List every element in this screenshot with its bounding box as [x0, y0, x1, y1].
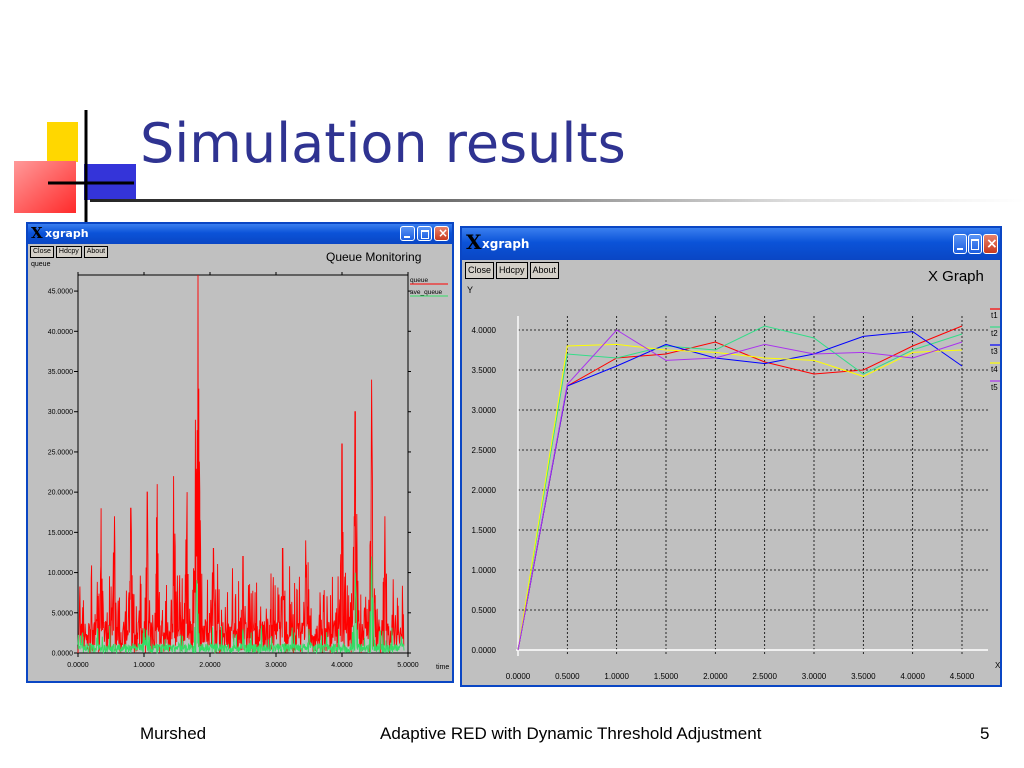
legend-label-t1: t1 — [991, 311, 998, 320]
footer-author: Murshed — [140, 724, 207, 743]
hardcopy-button[interactable]: Hdcpy — [496, 262, 528, 279]
y-tick-label: 5.0000 — [52, 610, 74, 617]
y-tick-label: 3.5000 — [472, 366, 497, 375]
about-button[interactable]: About — [83, 246, 109, 258]
y-tick-label: 45.0000 — [48, 289, 73, 296]
xgraph-logo-icon: X — [466, 230, 482, 254]
y-tick-label: 0.0000 — [472, 646, 497, 655]
close-window-button[interactable]: × — [434, 226, 449, 241]
close-window-button[interactable]: × — [983, 234, 998, 254]
deco-yellow-square — [47, 122, 78, 162]
x-tick-label: 0.0000 — [67, 662, 89, 669]
series-line-t2 — [517, 325, 963, 651]
x-tick-label: 2.0000 — [703, 672, 728, 681]
left-plot-title: Queue Monitoring — [326, 250, 422, 264]
series-line-t3 — [517, 331, 963, 651]
queue-monitoring-window[interactable]: X xgraph × Close Hdcpy About queue Queue… — [26, 222, 454, 683]
page-number: 5 — [980, 724, 990, 743]
y-tick-label: 2.0000 — [472, 486, 497, 495]
right-plot-title: X Graph — [928, 268, 984, 285]
y-tick-label: 0.0000 — [52, 651, 74, 658]
series-line-t4 — [517, 343, 963, 651]
queue-monitoring-chart: 0.0000 5.0000 10.0000 15.0000 20.0000 25.0000… — [48, 272, 449, 671]
x-axis-name: X — [995, 661, 1000, 670]
x-tick-label: 0.0000 — [506, 672, 531, 681]
right-y-axis-name: Y — [467, 285, 474, 295]
x-tick-label: 5.0000 — [397, 662, 419, 669]
left-window-titlebar[interactable]: X xgraph × — [28, 224, 452, 244]
legend-label-queue: queue — [410, 277, 428, 284]
x-tick-label: 1.0000 — [133, 662, 155, 669]
series-line-t1 — [517, 325, 963, 651]
left-window-title: xgraph — [45, 227, 89, 240]
y-tick-label: 10.0000 — [48, 570, 73, 577]
right-toolbar: Close Hdcpy About — [465, 262, 560, 279]
slide-title: Simulation results — [140, 112, 626, 175]
hardcopy-button[interactable]: Hdcpy — [55, 246, 82, 258]
maximize-button[interactable] — [968, 234, 982, 254]
x-graph-window[interactable]: X xgraph × Close Hdcpy About Y X Graph 0… — [460, 226, 1002, 687]
x-tick-label: 1.5000 — [654, 672, 679, 681]
x-tick-label: 1.0000 — [604, 672, 629, 681]
y-tick-label: 3.0000 — [472, 406, 497, 415]
y-tick-label: 4.0000 — [472, 326, 497, 335]
deco-red-square — [14, 161, 76, 213]
close-button[interactable]: Close — [30, 246, 54, 258]
y-tick-label: 2.5000 — [472, 446, 497, 455]
y-tick-label: 35.0000 — [48, 369, 73, 376]
legend-label-t4: t4 — [991, 365, 998, 374]
close-icon: × — [986, 236, 998, 252]
x-axis-name: time — [436, 664, 449, 671]
slide-decoration — [14, 110, 136, 225]
minimize-button[interactable] — [400, 226, 415, 241]
y-tick-label: 15.0000 — [48, 530, 73, 537]
close-button[interactable]: Close — [465, 262, 495, 279]
left-y-axis-name: queue — [31, 261, 51, 268]
legend-label-t3: t3 — [991, 347, 998, 356]
xgraph-logo-icon: X — [31, 224, 43, 242]
legend-label-ave_queue: ave_queue — [410, 289, 443, 296]
series-line-queue — [77, 274, 405, 654]
x-tick-label: 2.5000 — [752, 672, 777, 681]
about-button[interactable]: About — [529, 262, 560, 279]
x-tick-label: 4.0000 — [331, 662, 353, 669]
series-line-ave-queue — [77, 556, 405, 655]
y-tick-label: 20.0000 — [48, 490, 73, 497]
maximize-button[interactable] — [417, 226, 432, 241]
legend-label-t2: t2 — [991, 329, 998, 338]
legend-label-t5: t5 — [991, 383, 998, 392]
plot-frame — [77, 274, 409, 654]
x-tick-label: 3.0000 — [265, 662, 287, 669]
x-tick-label: 0.5000 — [555, 672, 580, 681]
x-tick-label: 4.5000 — [950, 672, 975, 681]
x-tick-label: 4.0000 — [900, 672, 925, 681]
right-window-titlebar[interactable]: X xgraph × — [462, 228, 1000, 260]
minimize-button[interactable] — [953, 234, 967, 254]
y-tick-label: 30.0000 — [48, 409, 73, 416]
footer-topic: Adaptive RED with Dynamic Threshold Adju… — [380, 724, 762, 743]
x-tick-label: 3.0000 — [802, 672, 827, 681]
title-divider — [90, 199, 1024, 202]
y-tick-label: 0.5000 — [472, 606, 497, 615]
y-tick-label: 40.0000 — [48, 329, 73, 336]
y-tick-label: 1.5000 — [472, 526, 497, 535]
right-window-title: xgraph — [482, 237, 530, 251]
x-graph-chart: 0.0000 0.5000 1.0000 1.5000 2.0000 2.5000 3.00… — [472, 308, 1000, 681]
x-tick-label: 2.0000 — [199, 662, 221, 669]
series-line-t5 — [517, 329, 963, 651]
left-toolbar: Close Hdcpy About — [30, 246, 109, 258]
close-icon: × — [438, 226, 449, 240]
y-tick-label: 25.0000 — [48, 449, 73, 456]
y-tick-label: 1.0000 — [472, 566, 497, 575]
x-tick-label: 3.5000 — [851, 672, 876, 681]
